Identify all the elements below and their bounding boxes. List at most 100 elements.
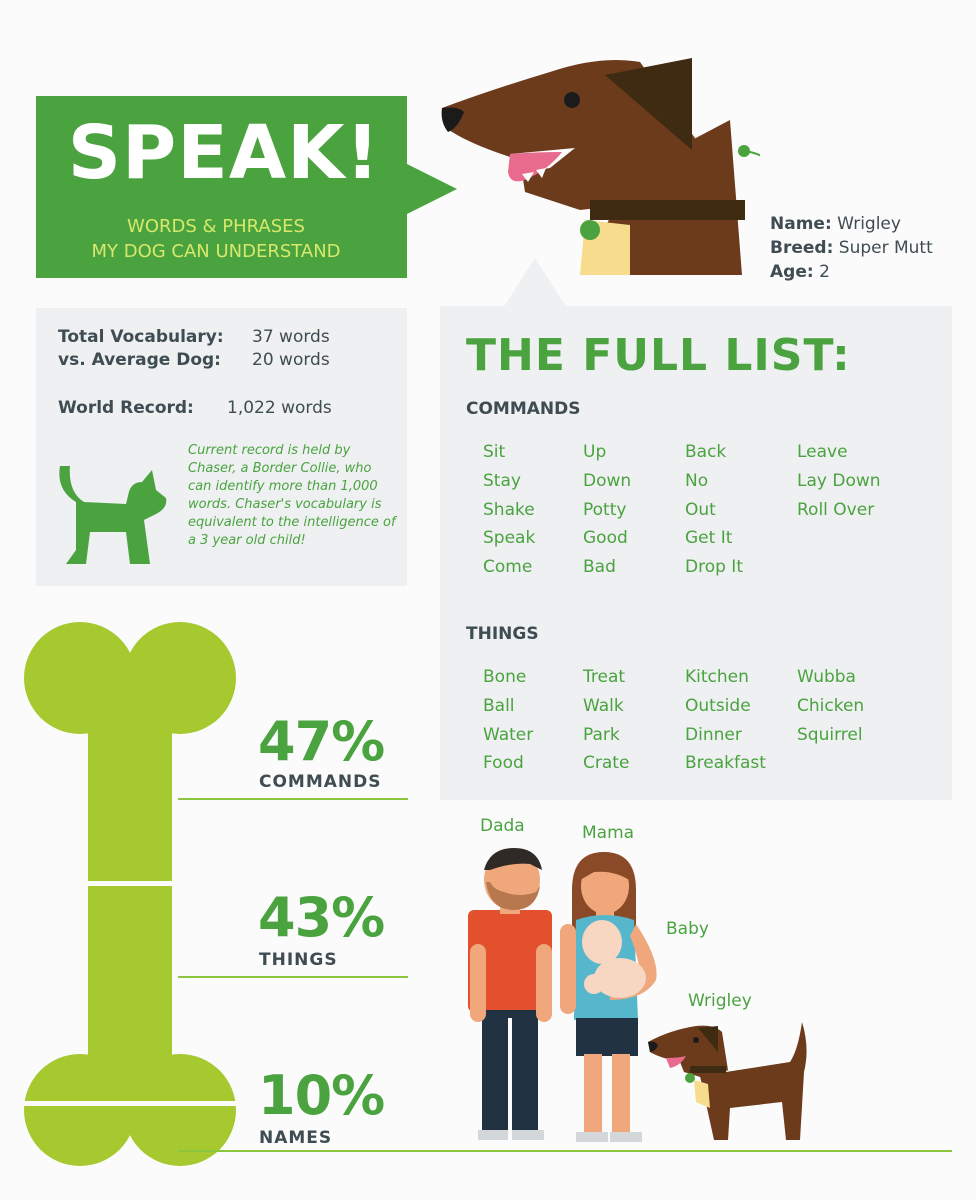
mama-label: Mama bbox=[582, 823, 635, 843]
list-item: Dinner bbox=[685, 724, 742, 745]
collar-tag bbox=[580, 220, 600, 240]
things-column-3: Kitchen Outside Dinner Breakfast bbox=[685, 663, 766, 778]
list-item: Walk bbox=[583, 695, 624, 716]
dog-head-illustration bbox=[441, 58, 760, 275]
commands-percent: 47% bbox=[258, 710, 385, 773]
list-item: Roll Over bbox=[797, 499, 875, 520]
dada-label: Dada bbox=[480, 816, 525, 836]
world-record-note: Current record is held by Chaser, a Bord… bbox=[188, 443, 396, 548]
commands-rule bbox=[178, 798, 408, 800]
list-item: Water bbox=[483, 724, 534, 745]
list-item: Crate bbox=[583, 753, 630, 774]
wrigley-dog-figure bbox=[648, 1022, 807, 1140]
commands-column-2: Up Down Potty Good Bad bbox=[583, 438, 631, 582]
baby-label: Baby bbox=[666, 919, 709, 939]
list-item: Kitchen bbox=[685, 667, 749, 687]
dog-tongue bbox=[508, 152, 562, 182]
list-item: Speak bbox=[483, 528, 536, 549]
page-subtitle: WORDS & PHRASES MY DOG CAN UNDERSTAND bbox=[56, 214, 376, 264]
info-connector-line bbox=[743, 150, 760, 157]
list-item: Good bbox=[583, 528, 628, 549]
ground-line bbox=[178, 1150, 952, 1152]
list-item: Drop It bbox=[685, 557, 743, 578]
list-item: Down bbox=[583, 470, 632, 491]
things-column-4: Wubba Chicken Squirrel bbox=[797, 663, 864, 749]
wrigley-label: Wrigley bbox=[688, 991, 752, 1011]
list-item: Bad bbox=[583, 557, 616, 578]
list-item: Breakfast bbox=[685, 753, 766, 774]
baby-figure bbox=[582, 920, 646, 998]
list-item: Get It bbox=[685, 528, 733, 549]
commands-heading: COMMANDS bbox=[466, 399, 581, 419]
list-item: Outside bbox=[685, 695, 751, 716]
border-collie-silhouette-icon bbox=[59, 466, 167, 564]
list-item: Come bbox=[483, 557, 533, 578]
list-panel-pointer bbox=[503, 258, 567, 308]
list-item: Food bbox=[483, 753, 524, 774]
names-percent: 10% bbox=[258, 1064, 385, 1127]
vocabulary-panel bbox=[36, 308, 407, 586]
dog-nose bbox=[441, 107, 464, 132]
dog-age-row: Age: 2 bbox=[770, 260, 933, 284]
family-illustration bbox=[468, 848, 807, 1142]
list-item: Back bbox=[685, 442, 727, 462]
things-heading: THINGS bbox=[466, 624, 539, 644]
list-item: Chicken bbox=[797, 695, 865, 716]
list-item: Park bbox=[583, 724, 620, 745]
list-item: Stay bbox=[483, 470, 521, 491]
list-item: Leave bbox=[797, 442, 848, 462]
title-banner bbox=[36, 96, 407, 278]
list-item: Wubba bbox=[797, 667, 856, 687]
commands-percent-label: COMMANDS bbox=[259, 772, 382, 792]
dada-figure bbox=[468, 848, 552, 1140]
things-column-1: Bone Ball Water Food bbox=[483, 663, 533, 778]
dog-age-value: 2 bbox=[819, 262, 830, 282]
dog-breed-value: Super Mutt bbox=[838, 238, 933, 258]
dog-teeth bbox=[522, 168, 546, 182]
full-list-title: THE FULL LIST: bbox=[466, 330, 851, 381]
list-item: Out bbox=[685, 499, 716, 520]
commands-column-1: Sit Stay Shake Speak Come bbox=[483, 438, 535, 582]
commands-column-4: Leave Lay Down Roll Over bbox=[797, 438, 881, 524]
dog-breed-label: Breed: bbox=[770, 238, 834, 258]
list-item: Treat bbox=[583, 667, 626, 687]
bone-divider-2 bbox=[22, 1101, 238, 1106]
average-dog-value: 20 words bbox=[252, 350, 330, 370]
world-record-label: World Record: bbox=[58, 398, 194, 418]
dog-info: Name: Wrigley Breed: Super Mutt Age: 2 bbox=[770, 212, 933, 284]
things-rule bbox=[178, 976, 408, 978]
things-percent-label: THINGS bbox=[259, 950, 338, 970]
list-item: Shake bbox=[483, 499, 535, 520]
page-title: SPEAK! bbox=[67, 110, 381, 196]
subtitle-line-2: MY DOG CAN UNDERSTAND bbox=[91, 241, 341, 262]
names-percent-label: NAMES bbox=[259, 1128, 333, 1148]
bone-graphic bbox=[22, 622, 238, 1166]
world-record-value: 1,022 words bbox=[227, 398, 332, 418]
list-item: Sit bbox=[483, 442, 506, 462]
dog-eye bbox=[564, 92, 580, 108]
dog-breed-row: Breed: Super Mutt bbox=[770, 236, 933, 260]
list-item: Up bbox=[583, 442, 607, 462]
list-item: No bbox=[685, 470, 709, 491]
dog-ear bbox=[605, 58, 692, 150]
list-item: Lay Down bbox=[797, 470, 881, 491]
commands-column-3: Back No Out Get It Drop It bbox=[685, 438, 743, 582]
dog-name-row: Name: Wrigley bbox=[770, 212, 933, 236]
dog-name-label: Name: bbox=[770, 214, 832, 234]
info-connector-dot bbox=[738, 145, 750, 157]
total-vocabulary-label: Total Vocabulary: bbox=[58, 327, 224, 347]
list-item: Ball bbox=[483, 695, 515, 716]
dog-name-value: Wrigley bbox=[837, 214, 901, 234]
speech-bubble-tail bbox=[405, 163, 457, 215]
dog-collar bbox=[590, 200, 745, 220]
things-column-2: Treat Walk Park Crate bbox=[583, 663, 629, 778]
total-vocabulary-value: 37 words bbox=[252, 327, 330, 347]
list-item: Bone bbox=[483, 667, 527, 687]
subtitle-line-1: WORDS & PHRASES bbox=[127, 216, 305, 237]
things-percent: 43% bbox=[258, 886, 385, 949]
mama-figure bbox=[560, 852, 657, 1142]
full-list-panel bbox=[440, 306, 952, 800]
list-item: Squirrel bbox=[797, 724, 863, 745]
list-item: Potty bbox=[583, 499, 627, 520]
dog-age-label: Age: bbox=[770, 262, 814, 282]
